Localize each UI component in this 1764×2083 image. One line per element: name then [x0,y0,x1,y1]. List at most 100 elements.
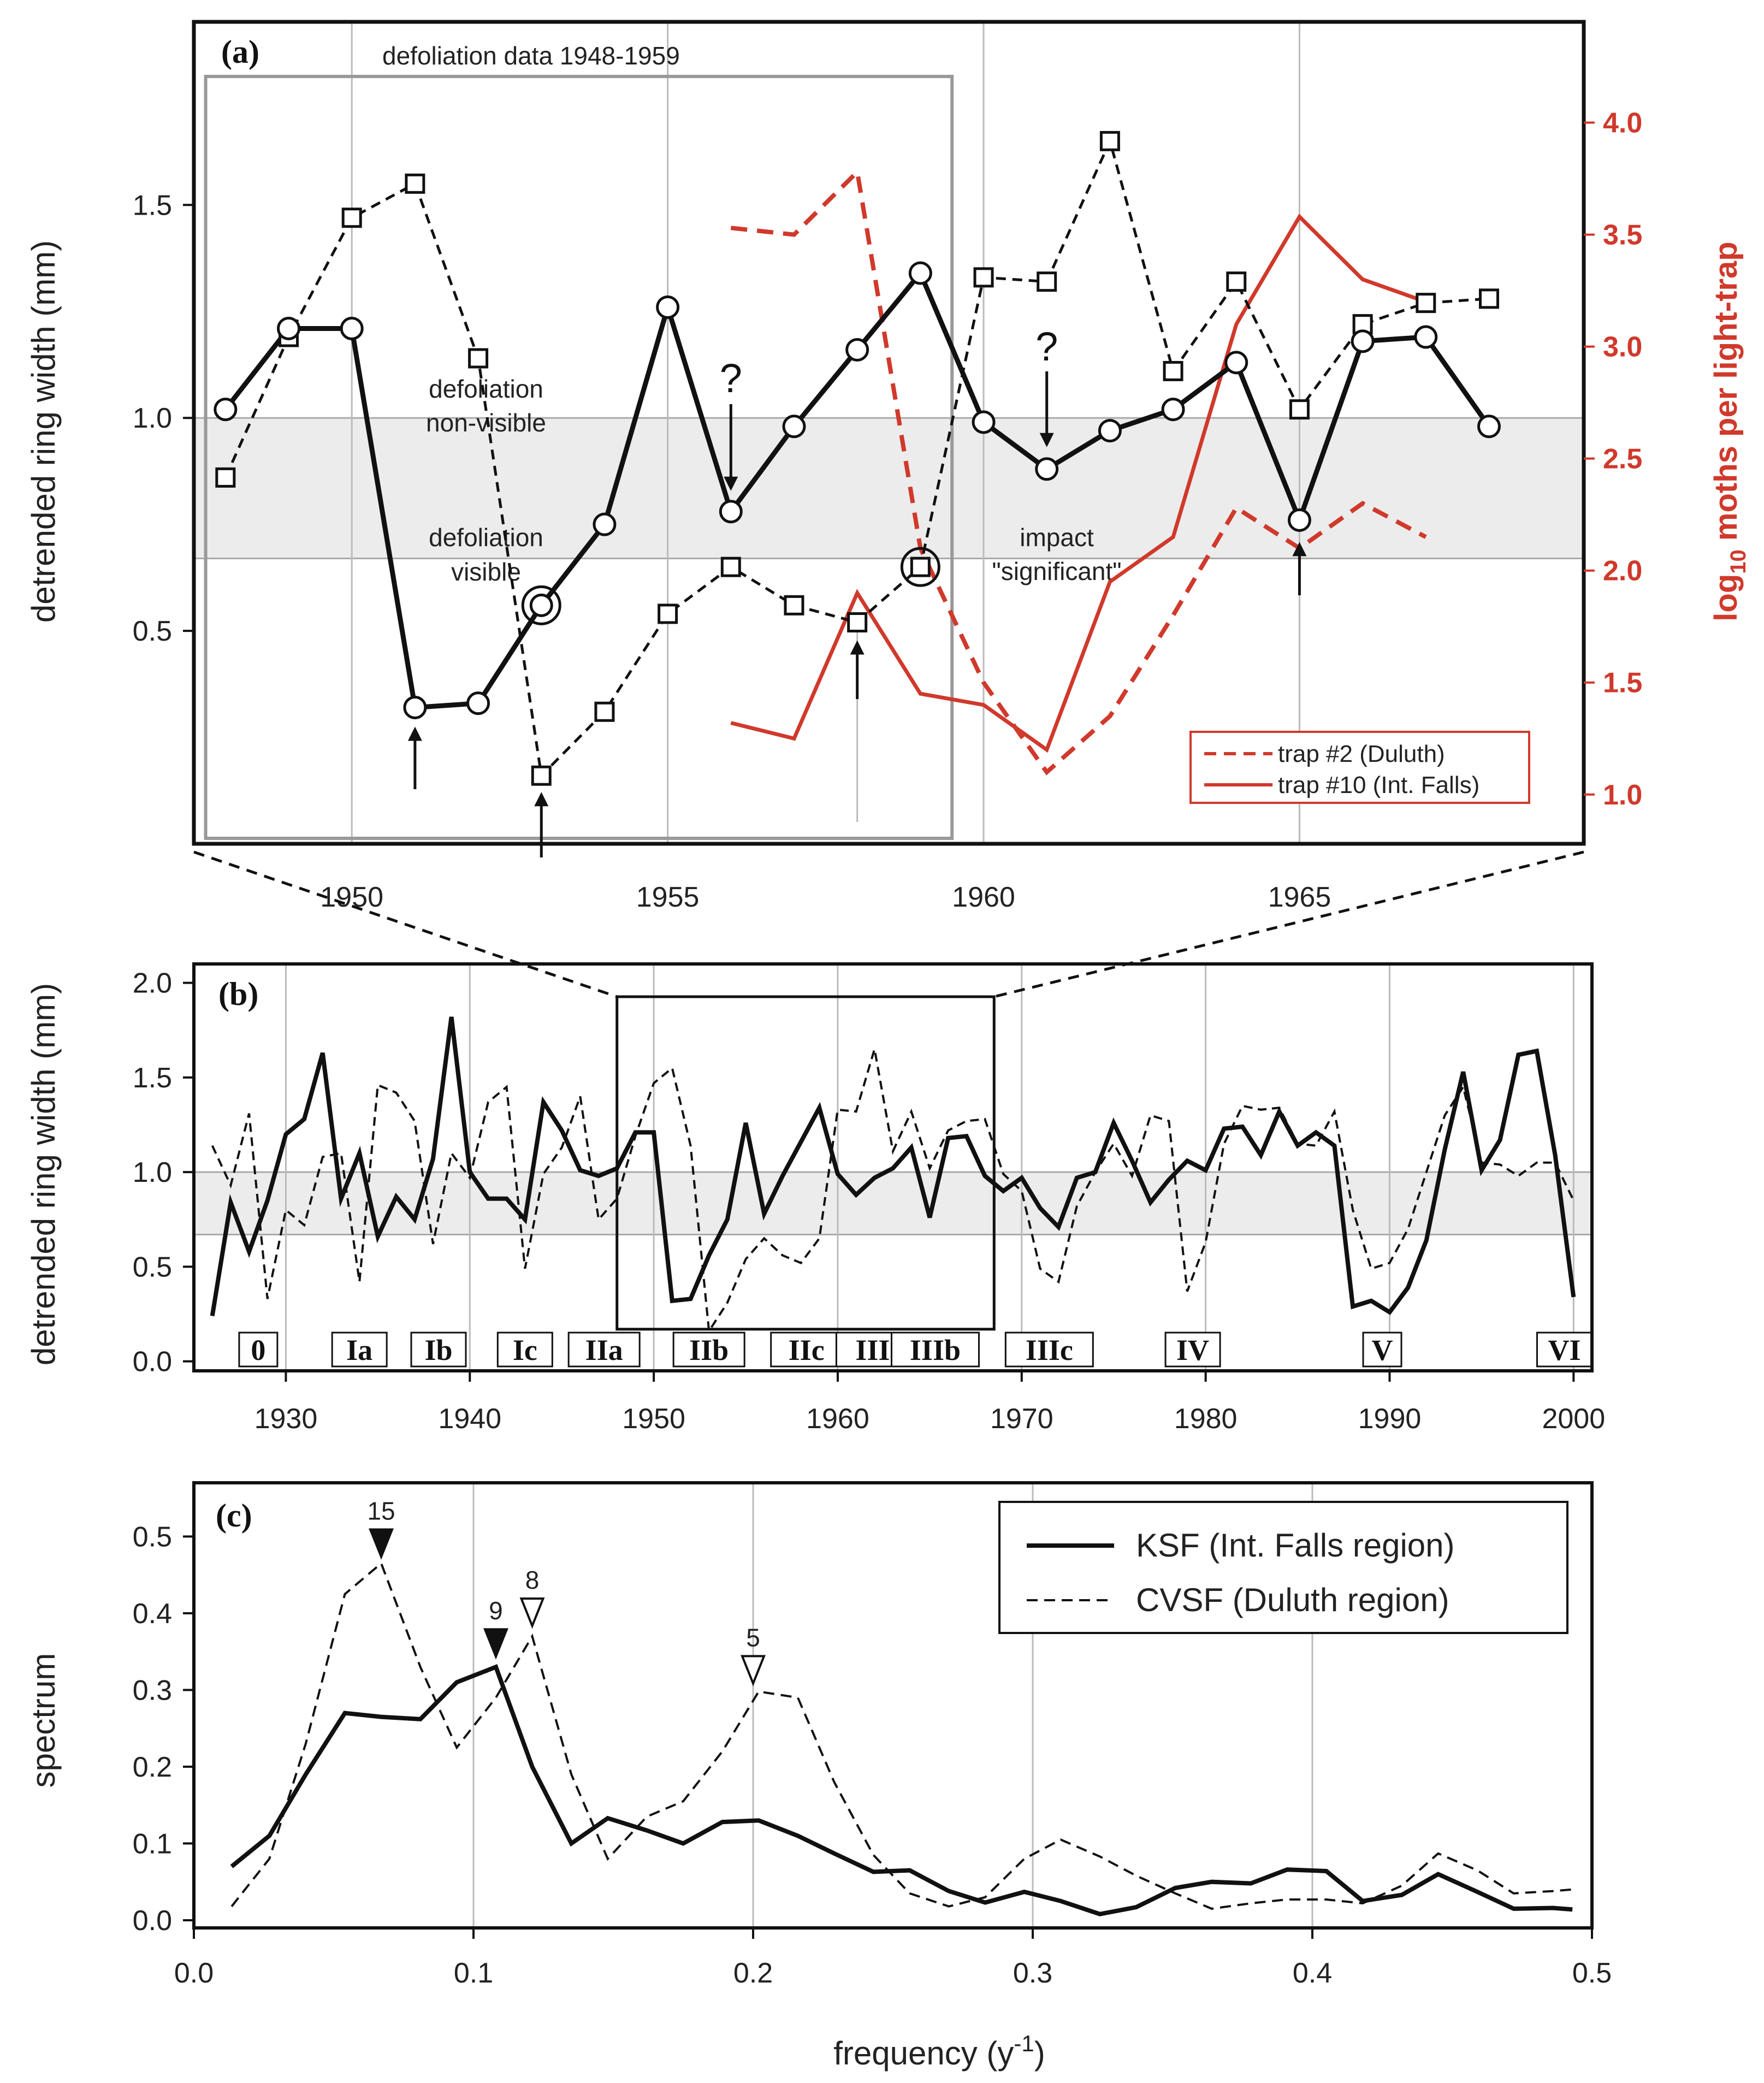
shaded-band [194,418,1584,559]
outbreak-period-label: IIc [789,1334,825,1366]
ksf-point [1035,457,1059,481]
panel-b-frame [192,962,1594,1372]
outbreak-period-label: Ia [346,1334,372,1366]
arrow-1953-head [534,792,549,807]
cvsf-point [973,267,994,288]
arrow-1965-head [1292,542,1307,557]
y-tick-label: 0.5 [133,616,172,647]
ksf-point [1351,329,1375,353]
arrow-1956-head [724,476,738,491]
x-tick-label: 0.5 [1572,1957,1612,1989]
ksf-point [782,415,806,439]
x-tick-label: 1955 [636,881,700,913]
outbreak-period-label: IIa [585,1334,623,1366]
band-label: defoliation [429,523,543,552]
outbreak-period-label: IIIb [910,1334,961,1366]
y-tick-label: 1.5 [133,1062,172,1094]
cvsf-point [910,557,931,577]
outbreak-period-label: IV [1176,1334,1209,1366]
cvsf-spectrum-line [230,1561,1573,1910]
panel-label-c: (c) [216,1498,252,1534]
significant-impact-ring [900,547,940,587]
ksf-point [1477,415,1501,439]
peak-period-label: 9 [489,1596,503,1625]
y-tick-label: 0.5 [133,1251,172,1283]
y-tick-label: 0.0 [133,1346,172,1378]
ksf-point [1161,398,1185,422]
x-tick-label: 1990 [1358,1403,1422,1435]
cvsf-point [720,557,741,577]
x-tick-label: 1960 [952,881,1015,913]
x-tick-label: 2000 [1542,1403,1605,1435]
cvsf-point [1226,271,1247,292]
y-axis-label: detrended ring width (mm) [25,240,62,623]
y-tick-label: 0.4 [133,1598,172,1630]
impact-label: "significant" [992,557,1121,585]
question-mark: ? [720,356,742,401]
outbreak-period-box [1536,1332,1593,1368]
legend-label-ksf: KSF (Int. Falls region) [1136,1527,1455,1564]
peak-marker [519,1597,545,1629]
y-right-tick-label: 1.0 [1603,779,1642,811]
legend-label-trap10: trap #10 (Int. Falls) [1278,772,1479,798]
outbreak-period-box [890,1332,980,1368]
trap-legend-box [1189,731,1530,804]
outbreak-period-box [1362,1332,1402,1368]
x-tick-label: 1965 [1268,881,1331,913]
cvsf-point [215,467,236,488]
y-tick-label: 0.1 [133,1828,172,1860]
cvsf-point [847,612,868,633]
cvsf-point [1037,271,1057,292]
outbreak-period-box [672,1332,745,1368]
x-tick-label: 1940 [438,1403,501,1435]
y-tick-label: 0.0 [133,1905,172,1937]
peak-period-label: 8 [525,1566,540,1594]
cvsf-line [211,1049,1575,1335]
ksf-point [466,691,490,715]
cvsf-point [531,765,552,786]
outbreak-period-label: V [1372,1334,1393,1366]
peak-marker [741,1655,766,1686]
ksf-point [1414,325,1438,349]
y-axis-label: detrended ring width (mm) [25,983,62,1365]
x-tick-label: 0.0 [174,1957,214,1989]
y-right-tick-label: 2.0 [1603,555,1642,587]
ksf-point [719,500,743,524]
y-tick-label: 0.3 [133,1674,172,1706]
panel-label-a: (a) [221,34,259,70]
cvsf-point [658,603,678,624]
ksf-point [214,398,238,422]
outbreak-period-box [496,1332,553,1368]
ksf-point [656,295,680,319]
ksf-line [210,1016,1576,1317]
ksf-point [908,261,932,285]
cvsf-point [1478,288,1499,309]
zoom-box [615,995,996,1331]
y-axis-label: spectrum [25,1653,62,1788]
band-label: defoliation [429,375,543,403]
y-tick-label: 0.5 [133,1521,172,1553]
ksf-spectrum-line [230,1664,1573,1916]
y-right-tick-label: 1.5 [1603,667,1642,699]
ksf-point [1287,508,1311,532]
y-right-tick-label: 3.0 [1603,332,1642,363]
x-tick-label: 0.1 [454,1957,493,1989]
outbreak-period-box [238,1332,279,1368]
arrow-1951-head [407,726,422,741]
peak-period-label: 15 [367,1497,395,1525]
outbreak-period-box [567,1332,641,1368]
zoom-connector-right [993,850,1584,998]
question-mark: ? [1035,324,1058,369]
outbreak-period-box [770,1332,843,1368]
cvsf-point [594,701,615,722]
y-tick-label: 0.2 [133,1751,172,1783]
band-label: non-visible [426,409,546,437]
y-right-tick-label: 3.5 [1603,220,1642,251]
cvsf-point [341,208,362,228]
outbreak-period-box [1164,1332,1221,1368]
arrow-1961-head [1039,433,1054,447]
defoliation-data-box [204,75,954,840]
x-tick-label: 1950 [320,881,383,913]
x-tick-label: 1970 [990,1403,1053,1435]
x-tick-label: 0.4 [1293,1957,1332,1989]
